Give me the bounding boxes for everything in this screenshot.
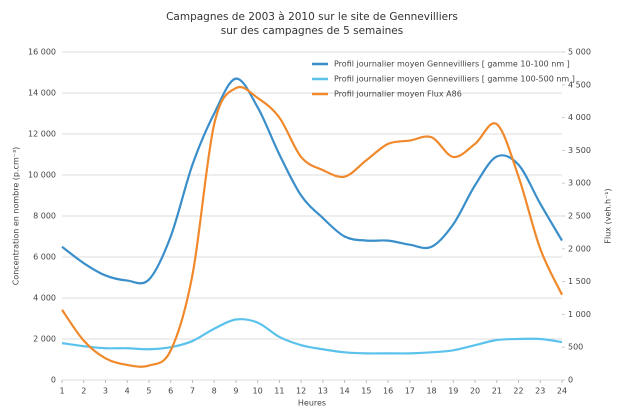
x-tick-label: 9 (233, 387, 238, 396)
x-tick-label: 5 (146, 387, 151, 396)
x-tick-label: 18 (426, 387, 436, 396)
y2-tick-label: 1 000 (568, 310, 591, 319)
y2-tick-label: 2 500 (568, 212, 591, 221)
x-tick-label: 17 (405, 387, 415, 396)
x-tick-label: 14 (340, 387, 350, 396)
chart-title: Campagnes de 2003 à 2010 sur le site de … (166, 11, 458, 23)
y-tick-label: 16 000 (28, 48, 56, 57)
x-axis-label: Heures (298, 399, 326, 408)
series-line (61, 77, 563, 285)
x-tick-label: 8 (212, 387, 217, 396)
y2-tick-label: 4 500 (568, 80, 591, 89)
y2-tick-label: 5 000 (568, 48, 591, 57)
x-tick-label: 6 (168, 387, 173, 396)
y-tick-label: 2 000 (33, 335, 56, 344)
series-line (61, 318, 563, 355)
y-tick-label: 0 (51, 376, 56, 385)
x-tick-label: 1 (59, 387, 64, 396)
x-tick-label: 2 (81, 387, 86, 396)
x-tick-label: 13 (318, 387, 328, 396)
y-axis-label: Concentration en nombre (p.cm⁻³) (12, 147, 21, 286)
x-tick-label: 11 (274, 387, 284, 396)
x-tick-label: 10 (253, 387, 263, 396)
legend-label: Profil journalier moyen Flux A86 (334, 90, 462, 99)
legend-label: Profil journalier moyen Gennevilliers [ … (334, 60, 570, 69)
y2-tick-label: 3 500 (568, 146, 591, 155)
x-tick-label: 16 (383, 387, 393, 396)
x-tick-label: 19 (448, 387, 458, 396)
y2-tick-label: 2 000 (568, 244, 591, 253)
y2-tick-label: 4 000 (568, 113, 591, 122)
y-tick-label: 8 000 (33, 212, 56, 221)
x-tick-label: 20 (470, 387, 480, 396)
x-tick-label: 3 (103, 387, 108, 396)
y2-tick-label: 1 500 (568, 277, 591, 286)
legend-label: Profil journalier moyen Gennevilliers [ … (334, 75, 575, 84)
y2-tick-label: 0 (568, 376, 573, 385)
x-tick-label: 24 (557, 387, 567, 396)
x-tick-label: 12 (296, 387, 306, 396)
y-tick-label: 14 000 (28, 89, 56, 98)
x-tick-label: 15 (361, 387, 371, 396)
x-tick-label: 23 (535, 387, 545, 396)
series-line (61, 85, 563, 368)
y2-axis-label: Flux (veh.h⁻¹) (604, 188, 613, 243)
x-tick-label: 21 (492, 387, 502, 396)
y2-tick-label: 500 (568, 343, 583, 352)
y-tick-label: 6 000 (33, 253, 56, 262)
y-tick-label: 4 000 (33, 294, 56, 303)
chart-subtitle: sur des campagnes de 5 semaines (221, 25, 403, 37)
y2-tick-label: 3 000 (568, 179, 591, 188)
y-tick-label: 12 000 (28, 130, 56, 139)
x-tick-label: 7 (190, 387, 195, 396)
y-tick-label: 10 000 (28, 171, 56, 180)
x-tick-label: 4 (125, 387, 130, 396)
x-tick-label: 22 (513, 387, 523, 396)
